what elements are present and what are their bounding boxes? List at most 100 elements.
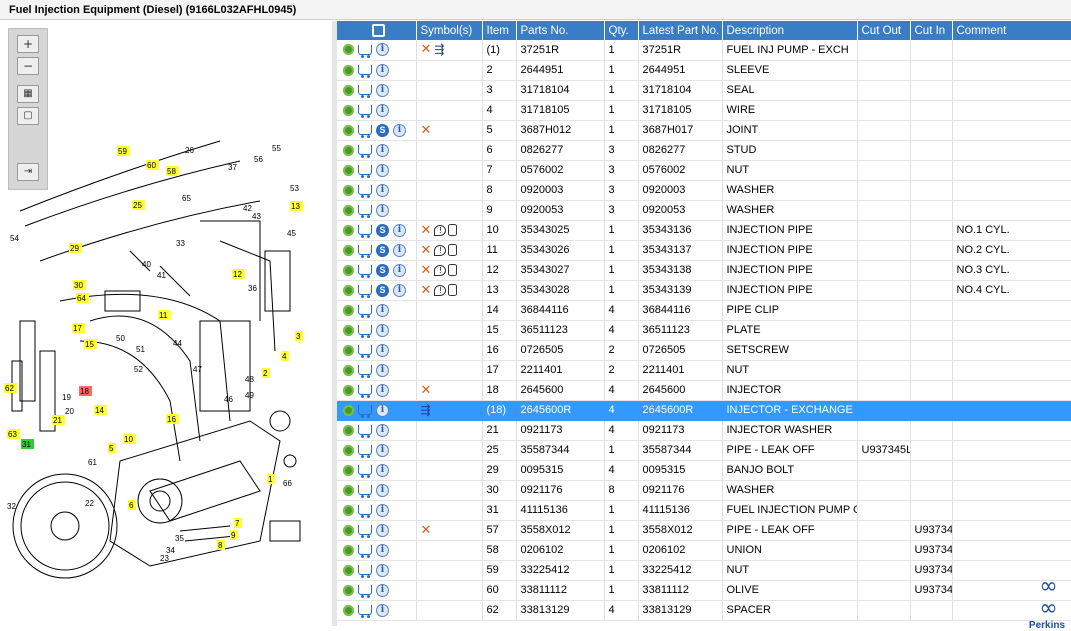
callout-34[interactable]: 34 [166, 546, 175, 555]
callout-18[interactable]: 18 [79, 386, 92, 396]
callout-51[interactable]: 51 [136, 345, 145, 354]
gear-icon[interactable] [343, 204, 354, 216]
cart-icon[interactable] [358, 405, 372, 418]
export-icon[interactable]: ⇥ [17, 163, 39, 181]
callout-46[interactable]: 46 [224, 395, 233, 404]
callout-9[interactable]: 9 [230, 530, 238, 540]
callout-31[interactable]: 31 [21, 439, 34, 449]
callout-4[interactable]: 4 [281, 351, 289, 361]
gear-icon[interactable] [343, 584, 354, 596]
cart-icon[interactable] [358, 385, 372, 398]
cart-icon[interactable] [358, 305, 372, 318]
info-icon[interactable]: i [376, 523, 389, 537]
info-icon[interactable]: i [393, 263, 406, 277]
callout-15[interactable]: 15 [84, 339, 97, 349]
cart-icon[interactable] [358, 85, 372, 98]
callout-66[interactable]: 66 [283, 479, 292, 488]
info-icon[interactable]: i [376, 323, 389, 337]
callout-33[interactable]: 33 [176, 239, 185, 248]
callout-17[interactable]: 17 [72, 323, 85, 333]
info-icon[interactable]: i [393, 243, 406, 257]
search-icon[interactable] [371, 24, 385, 37]
callout-35[interactable]: 35 [175, 534, 184, 543]
gear-icon[interactable] [343, 604, 354, 616]
callout-25[interactable]: 25 [132, 200, 145, 210]
table-row[interactable]: i 29 0095315 4 0095315 BANJO BOLT [337, 460, 1071, 481]
gear-icon[interactable] [343, 244, 354, 256]
callout-11[interactable]: 11 [158, 310, 171, 320]
col-symbols[interactable]: Symbol(s) [416, 21, 483, 40]
col-cut-in[interactable]: Cut In [910, 21, 953, 40]
gear-icon[interactable] [343, 524, 354, 536]
branch-icon[interactable]: ⇶ [434, 42, 445, 57]
callout-20[interactable]: 20 [65, 407, 74, 416]
gear-icon[interactable] [343, 404, 354, 416]
info-icon[interactable]: i [376, 303, 389, 317]
cart-icon[interactable] [358, 145, 372, 158]
gear-icon[interactable] [343, 344, 354, 356]
callout-36[interactable]: 36 [248, 284, 257, 293]
callout-10[interactable]: 10 [123, 434, 136, 444]
table-row[interactable]: i ✕ ⇶ (1) 37251R 1 37251R FUEL INJ PUMP - EXCH [337, 40, 1071, 61]
callout-30[interactable]: 30 [73, 280, 86, 290]
cart-icon[interactable] [358, 445, 372, 458]
cart-icon[interactable] [358, 425, 372, 438]
info-icon[interactable]: i [376, 43, 389, 57]
callout-41[interactable]: 41 [157, 271, 166, 280]
filter-column-header[interactable] [337, 21, 417, 40]
info-icon[interactable]: i [376, 203, 389, 217]
cart-icon[interactable] [358, 325, 372, 338]
info-icon[interactable]: i [376, 363, 389, 377]
info-icon[interactable]: i [376, 423, 389, 437]
col-item[interactable]: Item [482, 21, 517, 40]
table-row[interactable]: i 58 0206102 1 0206102 UNION U93734 [337, 540, 1071, 561]
cart-icon[interactable] [358, 345, 372, 358]
callout-61[interactable]: 61 [88, 458, 97, 467]
note-icon[interactable]: ! [434, 224, 447, 236]
callout-16[interactable]: 16 [166, 414, 179, 424]
cart-icon[interactable] [358, 245, 372, 258]
col-comment[interactable]: Comment [952, 21, 1071, 40]
pane-divider[interactable] [332, 21, 337, 626]
info-icon[interactable]: i [376, 463, 389, 477]
table-row[interactable]: i 25 35587344 1 35587344 PIPE - LEAK OFF U9373… [337, 440, 1071, 461]
info-icon[interactable]: i [393, 123, 406, 137]
col-description[interactable]: Description [722, 21, 858, 40]
cart-icon[interactable] [358, 585, 372, 598]
zoom-out-icon[interactable]: − [17, 57, 39, 75]
table-row[interactable]: i ⇶ (18) 2645600R 4 2645600R INJECTOR - EXCHAN… [337, 400, 1071, 421]
cart-icon[interactable] [358, 44, 372, 58]
callout-32[interactable]: 32 [7, 502, 16, 511]
callout-6[interactable]: 6 [128, 500, 136, 510]
table-row[interactable]: i 15 36511123 4 36511123 PLATE [337, 320, 1071, 341]
table-row[interactable]: i 17 2211401 2 2211401 NUT [337, 360, 1071, 381]
info-icon[interactable]: i [376, 183, 389, 197]
table-row[interactable]: i 4 31718105 1 31718105 WIRE [337, 100, 1071, 121]
gear-icon[interactable] [343, 364, 354, 376]
cart-icon[interactable] [358, 545, 372, 558]
table-row[interactable]: i 2 2644951 1 2644951 SLEEVE [337, 60, 1071, 81]
cart-icon[interactable] [358, 285, 372, 298]
callout-62[interactable]: 62 [4, 383, 17, 393]
supersession-icon[interactable]: S [376, 283, 389, 297]
callout-5[interactable]: 5 [108, 443, 116, 453]
callout-8[interactable]: 8 [217, 540, 225, 550]
table-row[interactable]: i 7 0576002 3 0576002 NUT [337, 160, 1071, 181]
callout-21[interactable]: 21 [52, 415, 65, 425]
callout-54[interactable]: 54 [10, 234, 19, 243]
callout-42[interactable]: 42 [243, 204, 252, 213]
cart-icon[interactable] [358, 265, 372, 278]
note-icon[interactable]: ! [434, 244, 447, 256]
info-icon[interactable]: i [376, 143, 389, 157]
branch-icon[interactable]: ⇶ [420, 403, 431, 417]
callout-58[interactable]: 58 [166, 166, 179, 176]
callout-65[interactable]: 65 [182, 194, 191, 203]
gear-icon[interactable] [343, 104, 354, 116]
cart-icon[interactable] [358, 185, 372, 198]
table-row[interactable]: i 59 33225412 1 33225412 NUT U93734 [337, 560, 1071, 581]
